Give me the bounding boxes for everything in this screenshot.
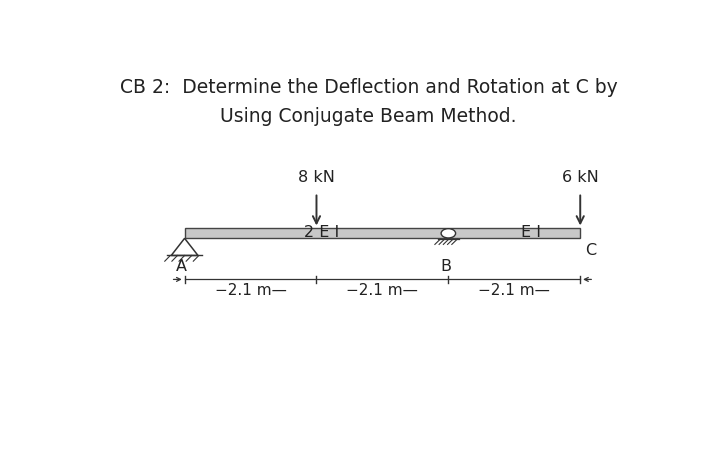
Text: A: A [176, 258, 188, 273]
Text: CB 2:  Determine the Deflection and Rotation at C by: CB 2: Determine the Deflection and Rotat… [119, 78, 618, 97]
Text: −2.1 m—: −2.1 m— [478, 282, 550, 298]
Text: −2.1 m—: −2.1 m— [214, 282, 286, 298]
Text: B: B [440, 258, 451, 273]
Bar [185, 229, 580, 239]
Text: E I: E I [521, 225, 541, 239]
Text: 8 kN: 8 kN [298, 169, 335, 184]
Text: Using Conjugate Beam Method.: Using Conjugate Beam Method. [220, 106, 517, 125]
Text: 2 E I: 2 E I [304, 225, 339, 239]
Text: C: C [585, 242, 596, 257]
Circle shape [441, 229, 456, 238]
Text: 6 kN: 6 kN [562, 169, 599, 184]
Text: −2.1 m—: −2.1 m— [347, 282, 418, 298]
